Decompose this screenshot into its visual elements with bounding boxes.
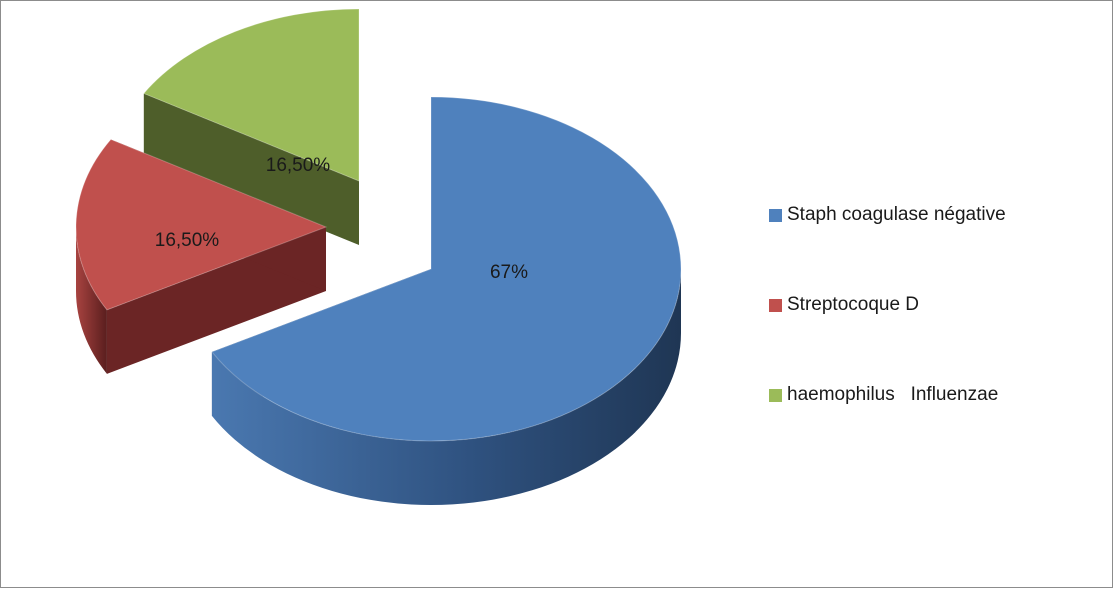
legend: Staph coagulase négative Streptocoque D …: [769, 201, 1099, 471]
pie-side-start-haemophilus: [143, 93, 359, 245]
legend-label-haemophilus: haemophilus Influenzae: [787, 384, 999, 405]
pie-top-haemophilus: [142, 8, 360, 182]
pie-top-streptocoque: [75, 138, 328, 311]
legend-label-streptocoque: Streptocoque D: [787, 294, 920, 315]
legend-swatch-haemophilus: [769, 388, 782, 402]
data-label-haemophilus: 16,50%: [266, 155, 331, 176]
legend-item-haemophilus: haemophilus Influenzae: [769, 381, 1099, 409]
pie-slice-staph: [211, 96, 682, 505]
pie-top-staph: [211, 96, 682, 442]
pie-slice-haemophilus: [142, 8, 360, 245]
pie-slice-streptocoque: [75, 138, 328, 374]
data-label-streptocoque: 16,50%: [155, 230, 220, 251]
pie-wall-streptocoque: [76, 227, 107, 374]
legend-item-staph: Staph coagulase négative: [769, 201, 1099, 229]
legend-swatch-staph: [769, 208, 782, 222]
data-label-staph: 67%: [490, 262, 528, 283]
pie-wall-staph: [211, 269, 681, 505]
legend-swatch-streptocoque: [769, 298, 782, 312]
legend-item-streptocoque: Streptocoque D: [769, 291, 1099, 319]
legend-label-staph: Staph coagulase négative: [787, 204, 1006, 225]
